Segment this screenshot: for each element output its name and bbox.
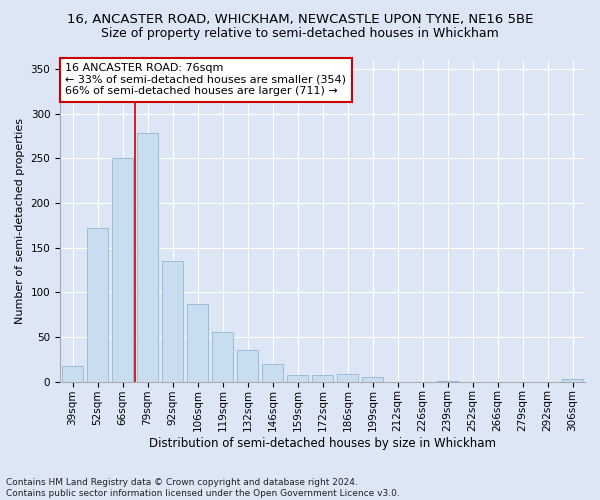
Y-axis label: Number of semi-detached properties: Number of semi-detached properties	[15, 118, 25, 324]
Text: 16, ANCASTER ROAD, WHICKHAM, NEWCASTLE UPON TYNE, NE16 5BE: 16, ANCASTER ROAD, WHICKHAM, NEWCASTLE U…	[67, 12, 533, 26]
Bar	[212, 332, 233, 382]
Bar	[237, 350, 258, 382]
Bar	[562, 379, 583, 382]
Bar	[87, 228, 108, 382]
Bar	[287, 374, 308, 382]
Bar	[337, 374, 358, 382]
Text: Contains HM Land Registry data © Crown copyright and database right 2024.
Contai: Contains HM Land Registry data © Crown c…	[6, 478, 400, 498]
Text: Size of property relative to semi-detached houses in Whickham: Size of property relative to semi-detach…	[101, 28, 499, 40]
Bar	[137, 134, 158, 382]
Bar	[262, 364, 283, 382]
Bar	[62, 366, 83, 382]
Bar	[437, 381, 458, 382]
Bar	[362, 377, 383, 382]
Bar	[112, 158, 133, 382]
X-axis label: Distribution of semi-detached houses by size in Whickham: Distribution of semi-detached houses by …	[149, 437, 496, 450]
Bar	[162, 261, 183, 382]
Bar	[187, 304, 208, 382]
Bar	[312, 374, 333, 382]
Text: 16 ANCASTER ROAD: 76sqm
← 33% of semi-detached houses are smaller (354)
66% of s: 16 ANCASTER ROAD: 76sqm ← 33% of semi-de…	[65, 63, 346, 96]
